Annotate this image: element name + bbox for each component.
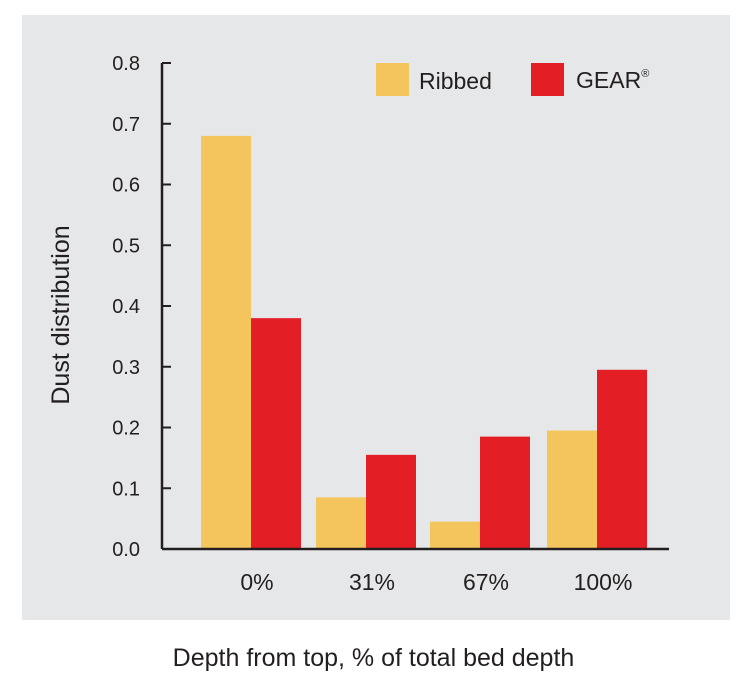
bar-ribbed-3 bbox=[547, 430, 597, 549]
y-tick-label: 0.2 bbox=[112, 418, 140, 440]
bar-gear-1 bbox=[366, 454, 416, 549]
y-tick-label: 0.1 bbox=[112, 478, 140, 500]
y-tick-label: 0.4 bbox=[112, 296, 140, 318]
legend-label-ribbed: Ribbed bbox=[419, 68, 492, 94]
legend-label-gear-group: GEAR® bbox=[576, 67, 649, 93]
legend-swatch-ribbed bbox=[376, 63, 409, 96]
y-tick-label: 0.3 bbox=[112, 357, 140, 379]
x-tick-label: 67% bbox=[463, 569, 509, 595]
y-tick-label: 0.8 bbox=[112, 53, 140, 75]
legend: Ribbed GEAR® bbox=[376, 63, 649, 96]
x-tick-label: 31% bbox=[349, 569, 395, 595]
y-tick-label: 0.6 bbox=[112, 175, 140, 197]
bar-ribbed-0 bbox=[201, 135, 251, 549]
bars-group bbox=[201, 135, 647, 549]
bar-gear-2 bbox=[480, 436, 530, 549]
bar-ribbed-1 bbox=[316, 497, 366, 549]
y-ticks-group: 0.0 0.1 0.2 0.3 0.4 0.5 0.6 0.7 0.8 bbox=[112, 53, 171, 561]
y-tick-label: 0.5 bbox=[112, 235, 140, 257]
registered-mark: ® bbox=[641, 68, 649, 80]
x-tick-label: 100% bbox=[574, 569, 633, 595]
legend-swatch-gear bbox=[531, 63, 564, 96]
x-tick-label: 0% bbox=[240, 569, 273, 595]
y-tick-label: 0.7 bbox=[112, 114, 140, 136]
y-axis-title: Dust distribution bbox=[47, 225, 75, 404]
legend-label-gear: GEAR bbox=[576, 67, 641, 93]
y-tick-label: 0.0 bbox=[112, 539, 140, 561]
bar-gear-0 bbox=[251, 318, 301, 549]
x-ticks-group: 0% 31% 67% 100% bbox=[240, 569, 632, 595]
x-axis-title: Depth from top, % of total bed depth bbox=[172, 644, 575, 672]
bar-gear-3 bbox=[597, 369, 647, 549]
bar-ribbed-2 bbox=[430, 521, 480, 549]
